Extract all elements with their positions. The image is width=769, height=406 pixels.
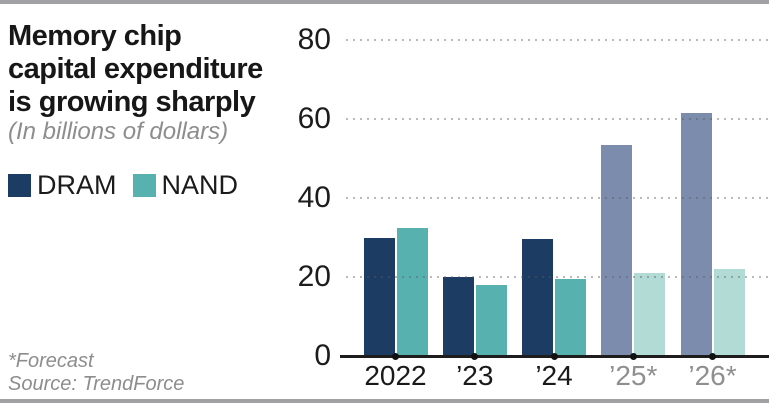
- xtick-label-3: ’25*: [609, 360, 658, 391]
- chart-title-line-2: capital expenditure: [8, 53, 263, 85]
- gridline-60: [346, 118, 769, 120]
- axis-tick-dot-4: [709, 352, 716, 360]
- ytick-label-0: 0: [314, 339, 331, 372]
- footnote: *Forecast Source: TrendForce: [8, 350, 184, 396]
- gridline-20: [346, 276, 769, 278]
- dram-swatch: [8, 174, 31, 197]
- plot-area: 0 20 40 60 80 2022 ’23 ’24 ’25* ’26*: [298, 0, 769, 406]
- legend-item-dram: DRAM: [8, 170, 117, 201]
- axis-tick-dot-0: [392, 352, 399, 360]
- axis-tick-dot-1: [471, 352, 479, 360]
- xtick-label-1: ’23: [456, 360, 494, 391]
- ytick-label-80: 80: [297, 23, 331, 56]
- top-border-rule: [0, 0, 769, 4]
- bar-nand-3: [634, 273, 666, 356]
- legend: DRAM NAND: [8, 170, 238, 201]
- ytick-label-40: 40: [297, 181, 331, 214]
- bar-nand-1: [475, 284, 507, 356]
- bar-nand-2: [555, 278, 586, 356]
- legend-item-nand: NAND: [132, 170, 239, 201]
- xtick-label-0: 2022: [364, 360, 427, 391]
- bar-nand-0: [396, 227, 428, 356]
- legend-label-dram: DRAM: [37, 170, 117, 200]
- chart-title-line-1: Memory chip: [8, 20, 182, 52]
- bar-dram-3: [601, 144, 633, 356]
- bar-dram-1: [442, 277, 474, 356]
- gridline-80: [346, 39, 769, 41]
- bottom-border-rule: [0, 399, 769, 403]
- chart-subtitle: (In billions of dollars): [8, 118, 229, 145]
- axis-tick-dot-3: [629, 352, 637, 360]
- xtick-label-4: ’26*: [688, 360, 737, 391]
- bar-dram-0: [363, 237, 395, 356]
- footnote-source: Source: TrendForce: [8, 373, 185, 395]
- bar-dram-2: [522, 239, 553, 356]
- ytick-label-60: 60: [297, 102, 331, 135]
- bar-dram-4: [680, 113, 712, 356]
- chart-title-line-3: is growing sharply: [8, 86, 256, 118]
- axis-tick-dot-2: [550, 352, 558, 360]
- bar-nand-4: [713, 269, 745, 356]
- legend-label-nand: NAND: [161, 170, 239, 200]
- footnote-forecast: *Forecast: [8, 350, 94, 372]
- xtick-label-2: ’24: [535, 360, 573, 391]
- nand-swatch: [132, 174, 156, 197]
- chart-title: Memory chip capital expenditure is growi…: [8, 20, 263, 119]
- gridline-40: [346, 197, 769, 199]
- ytick-label-20: 20: [297, 260, 331, 293]
